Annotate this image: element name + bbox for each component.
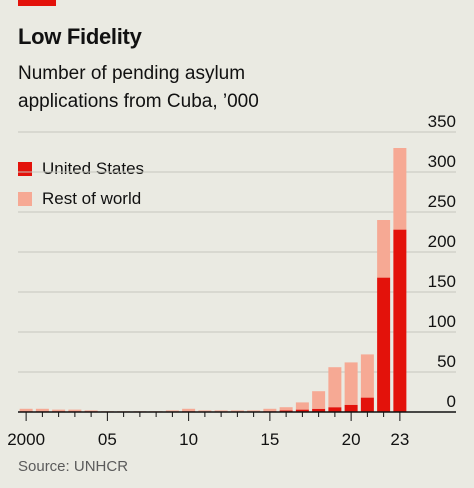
legend-swatch-rest-of-world	[18, 192, 32, 206]
legend-label-united-states: United States	[42, 159, 145, 178]
y-tick-label: 100	[428, 312, 456, 331]
bar-united-states	[279, 410, 293, 412]
bar-rest-of-world	[165, 410, 179, 412]
bar-united-states	[328, 407, 342, 412]
bar-rest-of-world	[312, 391, 326, 409]
y-tick-label: 250	[428, 192, 456, 211]
bar-united-states	[295, 409, 309, 412]
x-tick-label: 20	[342, 430, 361, 449]
bar-rest-of-world	[377, 220, 391, 278]
bar-rest-of-world	[19, 408, 33, 412]
x-tick-label: 15	[260, 430, 279, 449]
legend-item-rest-of-world: Rest of world	[18, 184, 144, 214]
y-tick-label: 0	[447, 392, 456, 411]
bar-rest-of-world	[360, 354, 374, 398]
bar-rest-of-world	[52, 409, 66, 412]
legend: United States Rest of world	[18, 154, 144, 214]
bar-united-states	[312, 408, 326, 412]
bar-united-states	[377, 277, 391, 412]
bar-rest-of-world	[279, 407, 293, 411]
bar-rest-of-world	[328, 367, 342, 408]
y-tick-label: 200	[428, 232, 456, 251]
bar-rest-of-world	[230, 410, 244, 412]
bar-rest-of-world	[198, 410, 212, 412]
brand-tag	[18, 0, 56, 6]
bar-rest-of-world	[393, 148, 407, 230]
x-tick-label: 05	[98, 430, 117, 449]
bar-rest-of-world	[68, 409, 82, 412]
y-tick-label: 300	[428, 152, 456, 171]
y-tick-label: 150	[428, 272, 456, 291]
legend-label-rest-of-world: Rest of world	[42, 189, 142, 208]
bar-united-states	[344, 404, 358, 412]
bar-rest-of-world	[263, 408, 277, 412]
bar-rest-of-world	[182, 408, 196, 412]
bar-rest-of-world	[344, 362, 358, 405]
x-tick-label: 10	[179, 430, 198, 449]
source-note: Source: UNHCR	[18, 458, 129, 475]
bar-rest-of-world	[247, 410, 261, 412]
bar-united-states	[360, 397, 374, 412]
x-tick-label: 23	[390, 430, 409, 449]
bar-rest-of-world	[214, 410, 228, 412]
bar-rest-of-world	[35, 408, 49, 412]
chart-subtitle: Number of pending asylum applications fr…	[18, 63, 259, 112]
x-tick-label: 2000	[7, 430, 45, 449]
y-tick-label: 50	[437, 352, 456, 371]
y-tick-label: 350	[428, 112, 456, 131]
bar-united-states	[393, 229, 407, 412]
bar-rest-of-world	[295, 402, 309, 410]
chart-title: Low Fidelity	[18, 24, 142, 49]
bar-rest-of-world	[84, 410, 98, 412]
